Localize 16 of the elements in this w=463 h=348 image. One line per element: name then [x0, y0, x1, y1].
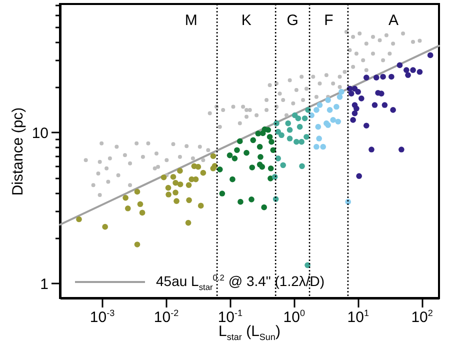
annotation: G: [286, 12, 298, 29]
annotation: F: [324, 12, 334, 29]
y-axis-title: Distance (pc): [10, 106, 27, 196]
annotation: K: [241, 12, 252, 29]
x-axis-title: L$_{star}$ (L$_{Sun}$): [218, 323, 280, 342]
legend-label: 45au L$_{star}$$^{0.2}$ @ 3.4" (1.2λ/D): [156, 272, 325, 292]
annotation: M: [184, 12, 198, 29]
x-tick-label: 10$^{-2}$: [154, 308, 179, 326]
y-tick-label: 1: [40, 276, 48, 293]
x-tick-label: 10$^{2}$: [411, 308, 433, 326]
x-tick-label: 10$^{1}$: [347, 308, 369, 326]
y-tick-label: 10: [32, 124, 48, 142]
annotation: A: [388, 12, 398, 29]
x-tick-label: 10$^{-3}$: [90, 308, 115, 326]
x-tick-label: 10$^{-1}$: [218, 308, 243, 326]
x-tick-label: 10$^{0}$: [283, 308, 305, 326]
